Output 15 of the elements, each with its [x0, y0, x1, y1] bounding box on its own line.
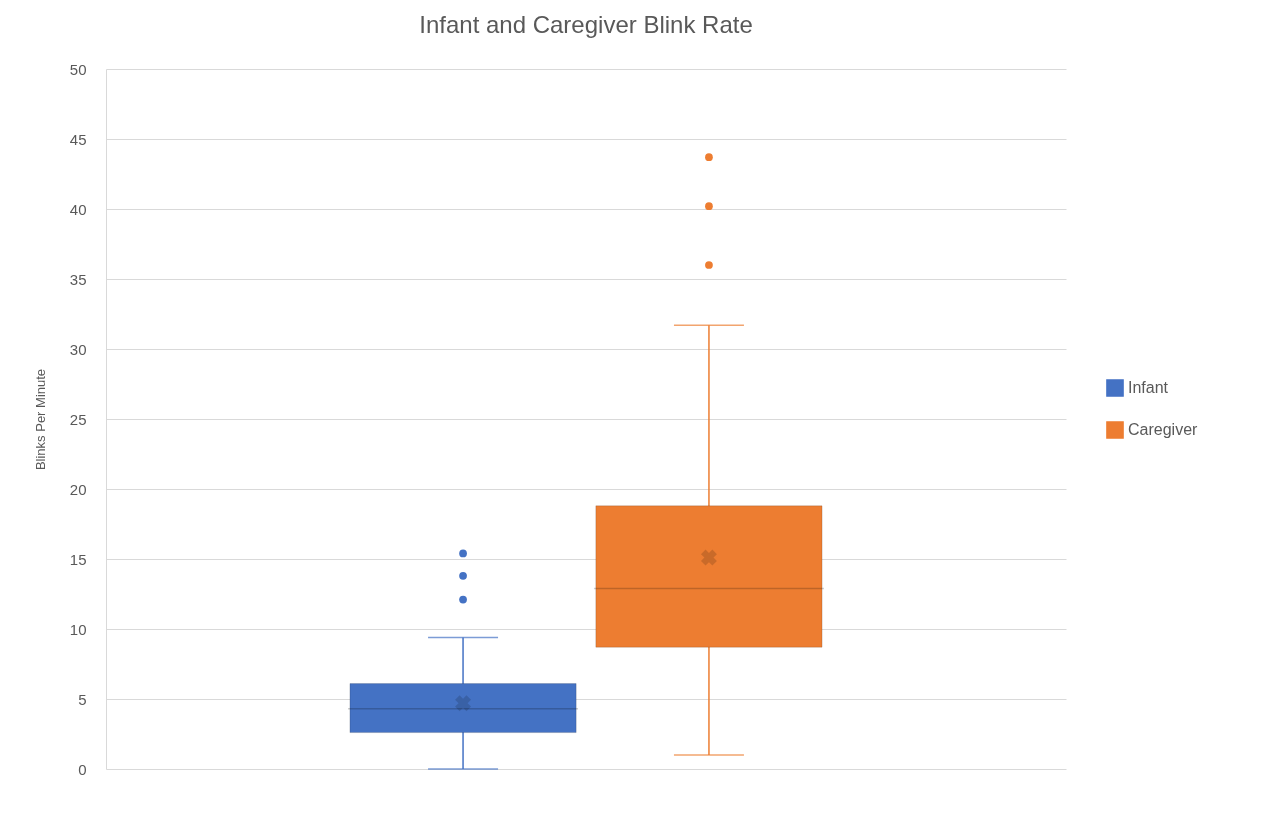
y-tick-label: 0: [78, 760, 87, 778]
y-tick-label: 5: [78, 690, 87, 708]
y-tick-label: 10: [69, 620, 87, 638]
y-tick-label: 45: [69, 130, 87, 148]
y-tick-label: 20: [69, 480, 87, 498]
y-axis-title: Blinks Per Minute: [32, 368, 48, 471]
y-tick-label: 35: [69, 270, 87, 288]
legend-label: Caregiver: [1128, 421, 1199, 438]
y-tick-label: 50: [69, 60, 87, 78]
legend-label: Infant: [1128, 379, 1169, 396]
y-tick-label: 25: [69, 410, 87, 428]
y-tick-label: 40: [69, 200, 87, 218]
y-tick-label: 30: [69, 340, 87, 358]
y-tick-label: 15: [69, 550, 87, 568]
chart-title: Infant and Caregiver Blink Rate: [419, 11, 753, 38]
